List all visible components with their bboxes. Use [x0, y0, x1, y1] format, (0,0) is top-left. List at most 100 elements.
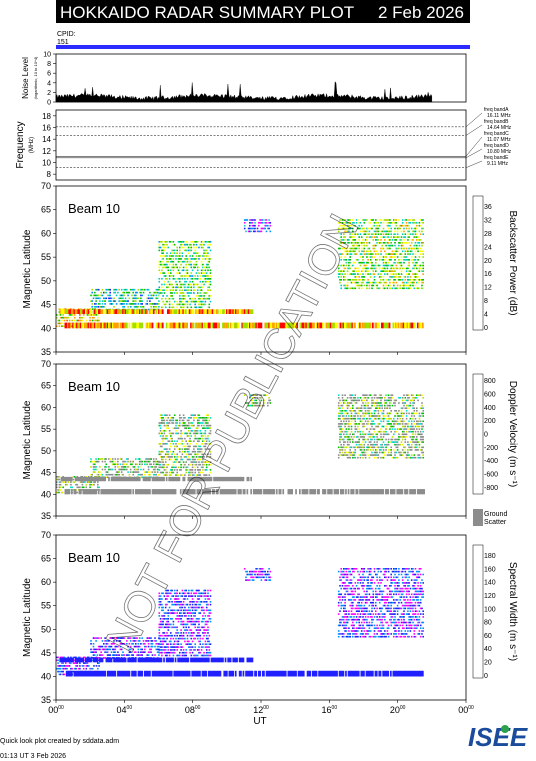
echo-cell — [204, 424, 207, 427]
echo-cell — [419, 438, 422, 441]
echo-cell — [337, 264, 340, 267]
echo-cell — [89, 483, 91, 486]
echo-cell — [137, 468, 140, 471]
echo-cell — [416, 412, 418, 415]
echo-cell — [75, 662, 77, 664]
echo-cell — [385, 233, 387, 235]
ground-scatter-cell — [178, 476, 181, 482]
echo-cell — [264, 394, 266, 396]
echo-cell — [182, 463, 185, 466]
echo-cell — [164, 471, 167, 474]
echo-cell — [390, 454, 392, 456]
echo-cell — [184, 249, 186, 252]
echo-cell — [113, 651, 115, 653]
echo-cell — [405, 394, 408, 396]
echo-cell — [364, 404, 367, 407]
ground-scatter-cell — [199, 489, 201, 495]
echo-cell — [128, 460, 131, 463]
echo-cell — [367, 261, 369, 264]
echo-cell — [76, 665, 79, 667]
echo-cell — [198, 306, 200, 309]
echo-cell — [363, 250, 366, 253]
echo-cell — [407, 281, 409, 284]
ground-scatter-cell — [114, 476, 117, 482]
echo-cell — [99, 297, 101, 300]
echo-cell — [136, 463, 138, 466]
echo-cell — [158, 288, 160, 291]
echo-cell — [360, 253, 363, 255]
echo-cell — [196, 289, 199, 291]
echo-cell — [105, 648, 108, 651]
echo-cell — [154, 291, 156, 294]
echo-cell — [249, 219, 251, 221]
echo-cell — [349, 247, 351, 250]
echo-cell — [68, 308, 71, 310]
echo-cell — [350, 430, 353, 433]
echo-cell — [119, 294, 122, 297]
echo-cell — [260, 394, 263, 396]
echo-cell — [400, 259, 403, 261]
echo-cell — [399, 239, 401, 241]
echo-cell — [170, 260, 172, 263]
ground-scatter-cell — [350, 489, 352, 495]
echo-cell — [400, 407, 403, 409]
echo-cell — [89, 667, 91, 670]
echo-cell — [366, 267, 368, 270]
echo-cell — [354, 394, 357, 396]
ground-scatter-cell — [90, 309, 92, 314]
echo-cell — [422, 410, 424, 412]
echo-cell — [385, 446, 387, 449]
echo-cell — [117, 651, 119, 653]
echo-cell — [190, 422, 193, 424]
echo-cell — [395, 250, 398, 253]
echo-cell — [409, 279, 412, 281]
echo-cell — [100, 291, 102, 294]
echo-cell — [357, 281, 359, 284]
ground-scatter-cell — [345, 322, 347, 329]
echo-cell — [390, 244, 392, 247]
ground-scatter-cell — [118, 489, 121, 495]
ground-scatter-cell — [416, 489, 419, 495]
echo-cell — [254, 399, 256, 402]
echo-cell — [175, 266, 177, 269]
echo-cell — [175, 258, 177, 260]
echo-cell — [164, 246, 167, 249]
echo-cell — [385, 433, 387, 436]
echo-cell — [340, 242, 342, 244]
echo-cell — [390, 236, 392, 238]
echo-cell — [352, 239, 354, 241]
ground-scatter-cell — [105, 309, 108, 314]
echo-cell — [114, 291, 117, 294]
echo-cell — [405, 436, 408, 438]
echo-cell — [366, 244, 368, 247]
echo-cell — [151, 466, 154, 468]
echo-cell — [190, 430, 193, 432]
ground-scatter-cell — [138, 309, 141, 314]
echo-cell — [57, 667, 59, 670]
echo-cell — [354, 423, 357, 425]
echo-cell — [366, 239, 368, 241]
ground-scatter-cell — [94, 309, 96, 314]
echo-cell — [413, 412, 416, 415]
echo-cell — [58, 478, 61, 481]
echo-cell — [56, 481, 58, 483]
echo-cell — [198, 286, 200, 289]
ground-scatter-cell — [372, 489, 374, 495]
echo-cell — [373, 273, 376, 275]
echo-cell — [163, 456, 166, 458]
echo-cell — [189, 458, 191, 461]
echo-cell — [410, 456, 413, 459]
echo-cell — [200, 303, 203, 306]
echo-cell — [94, 319, 96, 322]
echo-cell — [354, 279, 357, 281]
echo-cell — [382, 433, 385, 436]
echo-cell — [414, 273, 417, 275]
echo-cell — [422, 267, 424, 270]
echo-cell — [189, 440, 191, 442]
ground-scatter-cell — [264, 322, 267, 329]
echo-cell — [405, 412, 408, 415]
ground-scatter-cell — [364, 489, 367, 495]
echo-cell — [180, 417, 182, 419]
echo-cell — [164, 255, 167, 257]
echo-cell — [375, 417, 377, 420]
